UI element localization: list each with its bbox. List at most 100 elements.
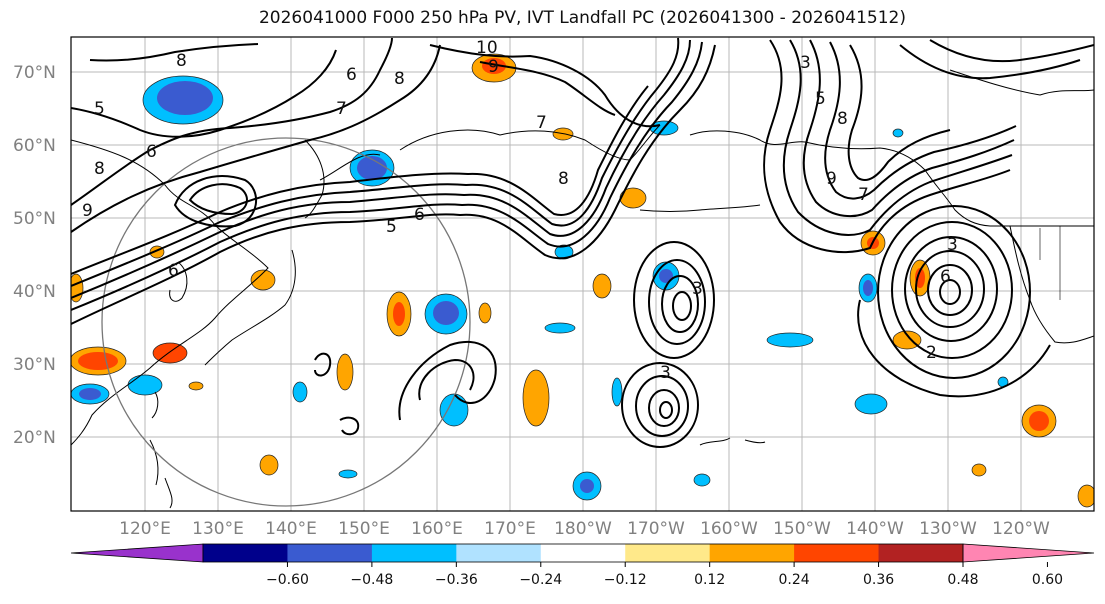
contour-label: 6 xyxy=(346,65,357,85)
pv-contour-3 xyxy=(71,39,691,299)
graticule xyxy=(71,37,1094,511)
pv-trough-ring xyxy=(659,401,673,419)
anomaly-blob xyxy=(157,81,213,115)
coastline-alaska xyxy=(689,130,1094,227)
pv-cutoff-low-ring xyxy=(915,250,985,328)
contour-label: 8 xyxy=(837,109,848,129)
pv-contour-9 xyxy=(89,43,259,62)
pv-contour-5 xyxy=(71,85,649,275)
colorbar-cell xyxy=(625,544,711,562)
pv-contour-15 xyxy=(824,41,1017,200)
anomaly-blob xyxy=(1029,411,1049,431)
pv-cutoff-low-ring xyxy=(927,264,973,316)
pv-trough-ring xyxy=(648,389,680,427)
pv-cutoff-low-ring xyxy=(904,236,998,342)
colorbar-cell xyxy=(709,544,795,562)
colorbar-cell xyxy=(878,544,964,562)
lat-label: 20°N xyxy=(13,428,56,448)
colorbar-tick-label: −0.36 xyxy=(435,572,478,588)
contour-labels: 10 9 8 8 7 6 5 6 8 9 7 6 5 3 8 7 6 3 5 3… xyxy=(82,38,958,383)
coastline-asia xyxy=(71,139,269,446)
lon-label: 140°W xyxy=(846,519,904,539)
colorbar-extend-left xyxy=(70,543,204,563)
anomaly-blob xyxy=(611,377,623,407)
anomaly-blob xyxy=(433,301,459,325)
landfall-region-circle xyxy=(101,137,471,507)
pv-contour-8 xyxy=(71,49,337,138)
pv-cutoff-low-ring xyxy=(939,279,961,305)
pv-contour-19 xyxy=(857,299,1051,398)
pv-contour-13 xyxy=(782,39,1013,236)
contour-label: 3 xyxy=(660,363,671,383)
coastline-philippines xyxy=(149,439,173,509)
anomaly-blob xyxy=(439,393,469,427)
contour-label: 8 xyxy=(94,159,105,179)
anomaly-blob xyxy=(915,268,925,288)
colorbar: −0.60 −0.48 −0.36 −0.24 −0.12 0.12 0.24 0.36 0.4… xyxy=(70,543,1095,588)
pv-contour-10 xyxy=(429,44,661,128)
lon-label: 170°W xyxy=(627,519,685,539)
lon-label: 170°E xyxy=(484,519,536,539)
pv-contour-16 xyxy=(847,44,951,181)
map-title: 2026041000 F000 250 hPa PV, IVT Landfall… xyxy=(258,8,906,28)
anomaly-blob xyxy=(552,127,574,141)
shaded-anomalies xyxy=(71,53,1094,508)
colorbar-tick-label: 0.36 xyxy=(863,572,894,588)
anomaly-blob xyxy=(79,388,101,400)
contour-label: 9 xyxy=(488,57,499,77)
contour-label: 6 xyxy=(940,267,951,287)
lon-label: 120°E xyxy=(119,519,171,539)
lon-label: 150°W xyxy=(773,519,831,539)
coastline-hawaii xyxy=(699,437,766,446)
pv-trough-ring xyxy=(648,259,706,345)
coastline-aleutians xyxy=(639,204,761,212)
lon-label: 160°E xyxy=(411,519,463,539)
pv-cutoff-low-ring xyxy=(877,205,1031,379)
lat-label: 30°N xyxy=(13,355,56,375)
contour-label: 10 xyxy=(476,38,498,58)
contour-label: 6 xyxy=(146,142,157,162)
colorbar-cell xyxy=(456,544,542,562)
colorbar-extend-right xyxy=(962,543,1095,563)
contour-label: 8 xyxy=(176,51,187,71)
colorbar-frame xyxy=(202,543,964,563)
anomaly-blob xyxy=(357,156,387,180)
contour-label: 2 xyxy=(926,343,937,363)
anomaly-blob xyxy=(693,473,711,487)
pv-trough-ring xyxy=(635,375,689,437)
pv-contour-14 xyxy=(802,39,1015,218)
anomaly-blob xyxy=(544,322,576,334)
contour-label: 5 xyxy=(386,217,397,237)
anomaly-blob xyxy=(854,393,888,415)
contour-label: 6 xyxy=(414,205,425,225)
anomaly-blob xyxy=(892,128,904,138)
contour-label: 3 xyxy=(947,235,958,255)
colorbar-tick-label: 0.60 xyxy=(1032,572,1063,588)
lon-label: 130°E xyxy=(192,519,244,539)
colorbar-cell xyxy=(287,544,373,562)
colorbar-cell xyxy=(371,544,457,562)
pv-contours xyxy=(71,37,1094,448)
pv-trough-ring xyxy=(672,291,692,321)
lat-label: 60°N xyxy=(13,136,56,156)
latitude-labels: 20°N 30°N 40°N 50°N 60°N 70°N xyxy=(13,63,56,448)
pv-cutoff-low-ring xyxy=(891,221,1013,359)
colorbar-tick-label: −0.24 xyxy=(519,572,562,588)
colorbar-tick-label: 0.24 xyxy=(779,572,810,588)
anomaly-blob xyxy=(1077,484,1094,508)
pv-contour-23 xyxy=(339,416,360,436)
pv-contour-7 xyxy=(71,37,393,206)
contour-label: 6 xyxy=(168,261,179,281)
anomaly-blob xyxy=(659,269,673,283)
contour-label: 7 xyxy=(536,113,547,133)
contour-label: 8 xyxy=(394,69,405,89)
pv-contour-21 xyxy=(418,358,475,401)
contour-label: 3 xyxy=(800,53,811,73)
anomaly-blob xyxy=(250,269,276,291)
lon-label: 180°W xyxy=(554,519,612,539)
coastline-japan xyxy=(204,249,296,366)
contour-label: 5 xyxy=(815,89,826,109)
anomaly-blob xyxy=(971,463,987,477)
anomaly-blob xyxy=(892,330,922,350)
lon-label: 160°W xyxy=(700,519,758,539)
